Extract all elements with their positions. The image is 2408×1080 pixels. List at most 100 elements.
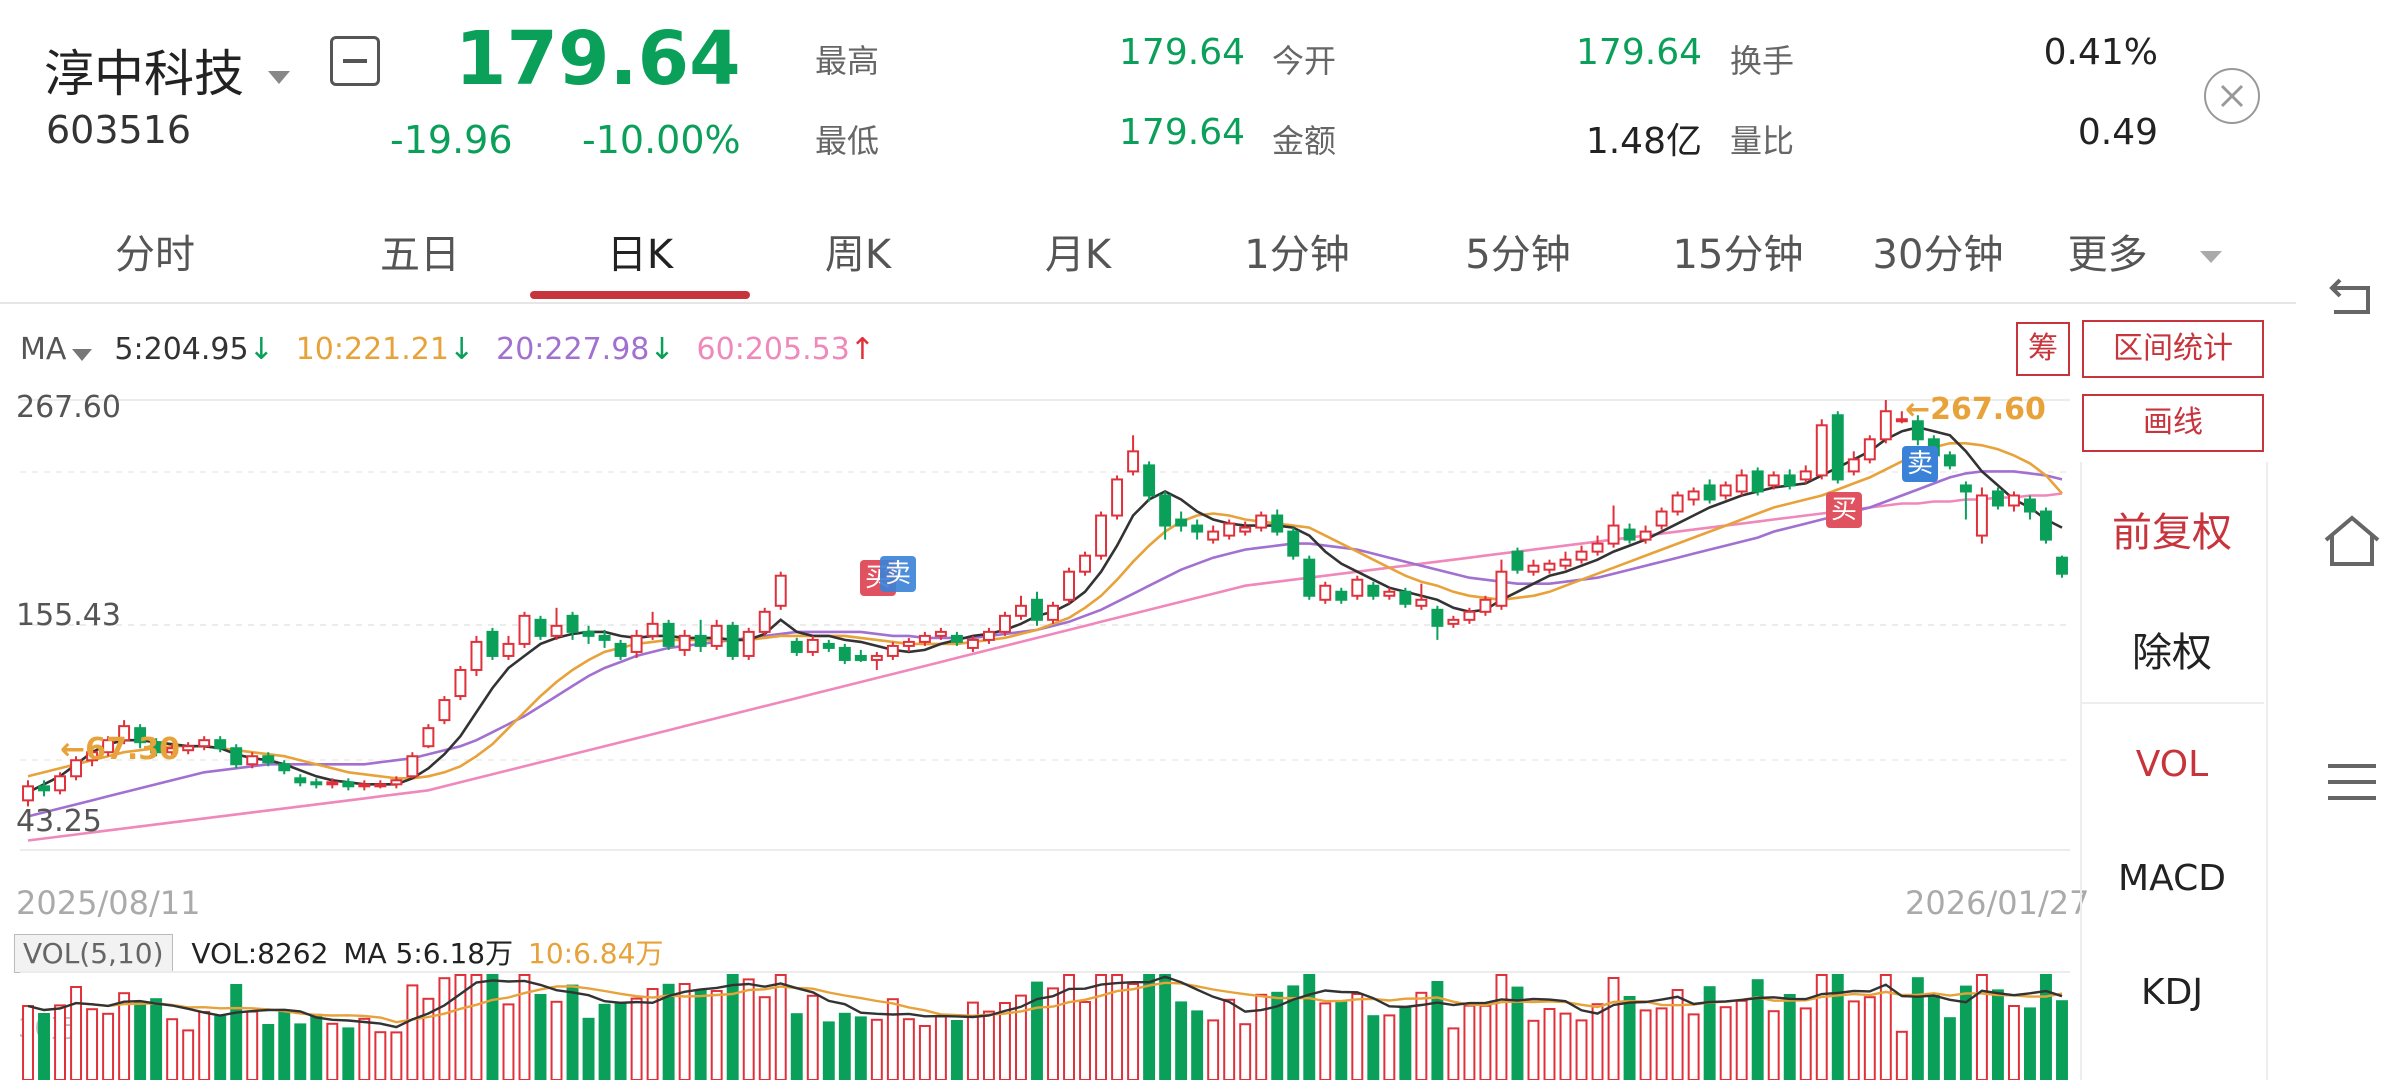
high-mark-arrow: ← xyxy=(1905,392,1931,427)
open-value: 179.64 xyxy=(1576,32,1702,73)
candle xyxy=(1607,524,1620,545)
volume-bar xyxy=(998,1002,1011,1080)
volume-bar xyxy=(774,974,787,1080)
ma60-value: 60:205.53 xyxy=(696,332,850,367)
range-stats-button[interactable]: 区间统计 xyxy=(2082,320,2264,378)
tab-15min[interactable]: 15分钟 xyxy=(1672,232,1804,278)
sell-marker[interactable]: 卖 xyxy=(880,556,916,592)
candle xyxy=(646,622,659,637)
tab-month-k[interactable]: 月K xyxy=(1044,232,1112,278)
ma20-line xyxy=(27,470,2063,818)
candle xyxy=(102,739,115,754)
candle xyxy=(1863,438,1876,461)
volume-bar xyxy=(1783,994,1796,1080)
collapse-button[interactable] xyxy=(330,36,380,86)
chip-button[interactable]: 筹 xyxy=(2016,322,2070,376)
close-button[interactable] xyxy=(2204,68,2260,124)
candle xyxy=(870,654,883,661)
volume-bar xyxy=(214,1015,227,1080)
volume-bar xyxy=(1991,989,2004,1080)
candle xyxy=(1463,610,1476,621)
candle xyxy=(1847,458,1860,473)
draw-button[interactable]: 画线 xyxy=(2082,394,2264,452)
vol-ma5-line xyxy=(27,975,2063,1029)
volume-bar xyxy=(950,1020,963,1080)
candle xyxy=(1783,474,1796,487)
volume-bar xyxy=(230,984,243,1080)
vol-ratio-value: 0.49 xyxy=(2077,112,2158,153)
volume-bar xyxy=(1895,1030,1908,1080)
volume-bar xyxy=(1095,974,1108,1080)
low-mark-arrow: ← xyxy=(60,732,86,767)
ma10-value: 10:221.21 xyxy=(295,332,449,367)
candle xyxy=(758,610,771,633)
candle xyxy=(1511,550,1524,571)
tab-5min[interactable]: 5分钟 xyxy=(1465,232,1571,278)
macd-button[interactable]: MACD xyxy=(2118,858,2226,899)
ma20-value: 20:227.98 xyxy=(496,332,650,367)
chevron-down-icon[interactable] xyxy=(267,71,290,84)
volume-bar xyxy=(1687,1013,1700,1080)
volume-bar xyxy=(1367,1015,1380,1080)
candle xyxy=(1271,514,1284,533)
volume-bar xyxy=(1943,1017,1956,1080)
candle xyxy=(278,763,291,772)
ma-label[interactable]: MA xyxy=(20,332,67,367)
candle xyxy=(566,614,579,633)
tab-30min[interactable]: 30分钟 xyxy=(1872,232,2004,278)
home-icon[interactable] xyxy=(2320,512,2384,572)
sell-marker[interactable]: 卖 xyxy=(1902,446,1938,482)
close-icon xyxy=(2220,84,2244,108)
volume-bar xyxy=(70,986,83,1080)
volume-bar xyxy=(694,989,707,1080)
tabs-divider xyxy=(0,302,2296,304)
candle xyxy=(1687,490,1700,501)
volume-bar xyxy=(742,978,755,1080)
candle xyxy=(1991,490,2004,507)
volume-bar xyxy=(1479,1004,1492,1080)
menu-icon[interactable] xyxy=(2322,758,2382,808)
volume-bar xyxy=(598,1003,611,1080)
candle xyxy=(342,781,355,788)
kline-chart[interactable] xyxy=(0,370,2080,870)
candle xyxy=(1143,464,1156,497)
tab-fenshi[interactable]: 分时 xyxy=(115,232,195,278)
volume-bar xyxy=(1591,1003,1604,1080)
tab-week-k[interactable]: 周K xyxy=(824,232,892,278)
volume-bar xyxy=(1223,998,1236,1080)
volume-bar xyxy=(1319,1002,1332,1080)
candle xyxy=(2023,498,2036,513)
candle xyxy=(1079,554,1092,573)
minus-icon xyxy=(343,59,367,63)
tab-day-k[interactable]: 日K xyxy=(606,232,674,278)
candle xyxy=(262,755,275,764)
kdj-button[interactable]: KDJ xyxy=(2141,972,2203,1013)
candle xyxy=(1431,608,1444,627)
tab-1min[interactable]: 1分钟 xyxy=(1244,232,1350,278)
volume-bar xyxy=(1255,993,1268,1080)
candle xyxy=(774,574,787,607)
volume-bar xyxy=(390,1031,403,1080)
vol-button[interactable]: VOL xyxy=(2135,744,2209,785)
candle xyxy=(1495,570,1508,607)
volume-bar xyxy=(1159,974,1172,1080)
volume-chart[interactable] xyxy=(0,970,2080,1080)
back-icon[interactable] xyxy=(2322,266,2382,326)
volume-bar xyxy=(358,1017,371,1080)
vol-indicator-button[interactable]: VOL(5,10) xyxy=(14,934,173,973)
volume-bar xyxy=(1511,986,1524,1080)
candle xyxy=(1047,604,1059,621)
vol-ratio-label: 量比 xyxy=(1730,122,1795,160)
volume-bar xyxy=(1735,999,1748,1080)
tab-five-day[interactable]: 五日 xyxy=(380,232,460,278)
tab-more[interactable]: 更多 xyxy=(2045,222,2245,280)
stock-name[interactable]: 淳中科技 xyxy=(44,34,290,106)
candle xyxy=(1447,618,1460,625)
candle xyxy=(246,755,259,766)
fq-none-button[interactable]: 除权 xyxy=(2132,630,2212,676)
volume-bar xyxy=(790,1013,803,1080)
buy-marker[interactable]: 买 xyxy=(1826,492,1862,528)
candle xyxy=(1127,450,1140,473)
chevron-down-icon[interactable] xyxy=(72,348,93,361)
fq-front-button[interactable]: 前复权 xyxy=(2112,510,2232,556)
